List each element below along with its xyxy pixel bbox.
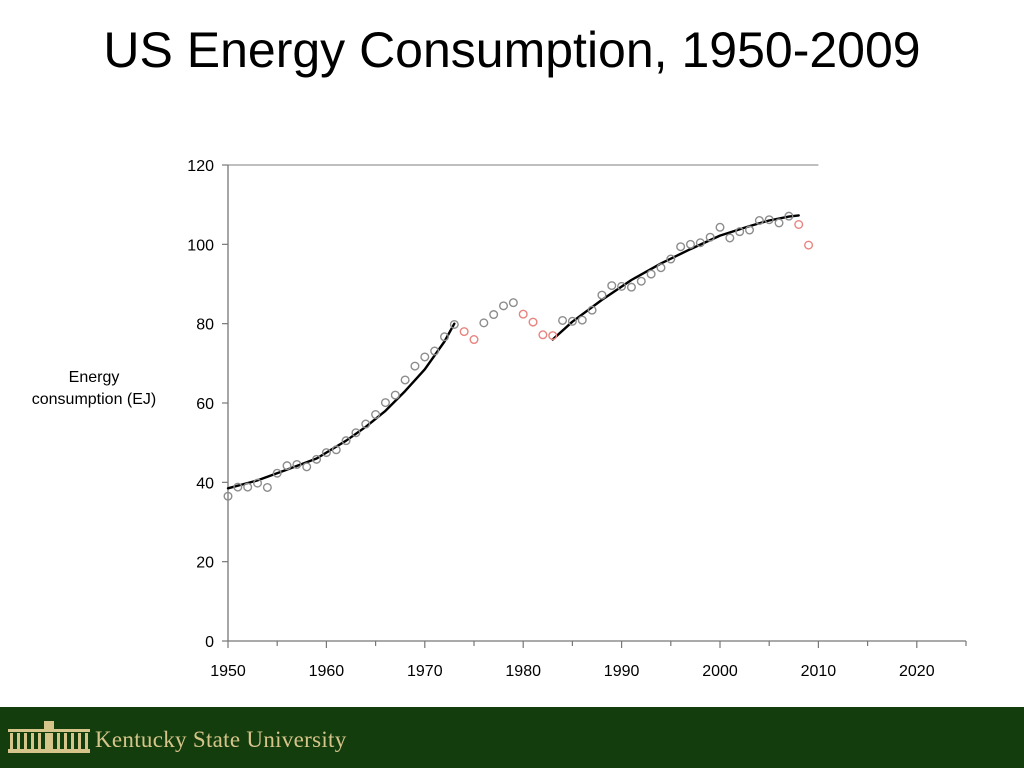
gray-data-point	[233, 482, 243, 492]
gray-data-point	[666, 254, 676, 264]
gray-data-point	[439, 332, 449, 342]
slide-title: US Energy Consumption, 1950-2009	[103, 22, 921, 78]
gray-data-point	[351, 428, 361, 438]
gray-data-point	[499, 301, 509, 311]
gray-data-point	[420, 352, 430, 362]
red-data-point	[459, 327, 469, 337]
gray-data-point	[676, 242, 686, 252]
y-axis-label-line-2: consumption (EJ)	[32, 391, 157, 408]
fit-curve-2	[551, 214, 800, 341]
gray-data-point	[321, 448, 331, 458]
gray-data-point	[695, 238, 705, 248]
gray-data-point	[587, 305, 597, 315]
data-points	[223, 211, 814, 501]
fit-curve-1	[226, 322, 456, 490]
gray-data-point	[243, 482, 253, 492]
x-tick-label: 2000	[702, 663, 738, 680]
gray-data-point	[636, 276, 646, 286]
y-tick-label: 80	[196, 317, 214, 334]
gray-data-point	[774, 218, 784, 228]
chart-panel: 0 20 40 60 80 100 120 1950 1960 1970 1980 1990 2000 2…	[0, 125, 1024, 707]
gray-data-point	[725, 233, 735, 243]
red-data-point	[518, 309, 528, 319]
gray-data-point	[371, 410, 381, 420]
university-name: Kentucky State University	[95, 727, 347, 752]
gray-data-point	[390, 390, 400, 400]
gray-data-point	[361, 419, 371, 429]
gray-data-point	[410, 361, 420, 371]
gray-data-point	[656, 263, 666, 273]
red-data-point	[548, 331, 558, 341]
university-building-logo-icon	[8, 721, 90, 753]
gray-data-point	[745, 225, 755, 235]
x-tick-label: 1970	[407, 663, 443, 680]
y-axis-label-line-1: Energy	[69, 369, 120, 386]
gray-data-point	[567, 316, 577, 326]
gray-data-point	[754, 216, 764, 226]
gray-data-point	[479, 318, 489, 328]
x-tick-label: 1950	[210, 663, 246, 680]
axes: 0 20 40 60 80 100 120 1950 1960 1970 1980 1990 2000 2…	[187, 158, 967, 680]
gray-data-point	[272, 468, 282, 478]
red-data-point	[528, 317, 538, 327]
red-data-point	[538, 330, 548, 340]
energy-consumption-chart: 0 20 40 60 80 100 120 1950 1960 1970 1980 1990 2000 2…	[32, 158, 967, 680]
gray-data-point	[607, 281, 617, 291]
gray-data-point	[577, 315, 587, 325]
gray-data-point	[646, 269, 656, 279]
gray-data-point	[223, 491, 233, 501]
y-tick-label: 0	[205, 634, 214, 651]
gray-data-point	[508, 298, 518, 308]
gray-data-point	[705, 232, 715, 242]
gray-data-point	[292, 459, 302, 469]
footer-bar: Kentucky State University	[0, 707, 1024, 768]
x-tick-label: 2010	[801, 663, 837, 680]
gray-data-point	[715, 222, 725, 232]
y-tick-label: 120	[187, 158, 214, 175]
x-tick-label: 1990	[604, 663, 640, 680]
gray-data-point	[380, 398, 390, 408]
gray-data-point	[784, 211, 794, 221]
gray-data-point	[331, 445, 341, 455]
gray-data-point	[626, 282, 636, 292]
y-tick-label: 60	[196, 396, 214, 413]
y-tick-label: 40	[196, 475, 214, 492]
gray-data-point	[341, 436, 351, 446]
gray-data-point	[430, 346, 440, 356]
red-data-point	[794, 219, 804, 229]
gray-data-point	[253, 478, 263, 488]
x-tick-label: 1980	[505, 663, 541, 680]
gray-data-point	[558, 315, 568, 325]
red-data-point	[804, 240, 814, 250]
y-tick-label: 20	[196, 555, 214, 572]
gray-data-point	[617, 281, 627, 291]
y-tick-label: 100	[187, 237, 214, 254]
gray-data-point	[489, 310, 499, 320]
fit-curves	[226, 214, 800, 490]
gray-data-point	[282, 461, 292, 471]
gray-data-point	[764, 215, 774, 225]
gray-data-point	[400, 375, 410, 385]
gray-data-point	[685, 239, 695, 249]
gray-data-point	[735, 227, 745, 237]
gray-data-point	[262, 482, 272, 492]
red-data-point	[469, 335, 479, 345]
x-tick-label: 2020	[899, 663, 935, 680]
x-tick-label: 1960	[309, 663, 345, 680]
gray-data-point	[597, 290, 607, 300]
gray-data-point	[449, 319, 459, 329]
gray-data-point	[312, 454, 322, 464]
gray-data-point	[302, 462, 312, 472]
